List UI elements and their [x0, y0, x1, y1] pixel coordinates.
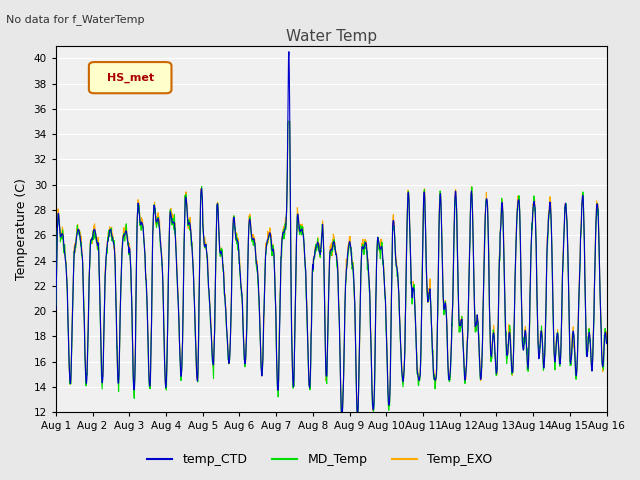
MD_Temp [236, 272, 244, 278]
FancyBboxPatch shape [89, 62, 172, 93]
MD_Temp [603, 341, 611, 347]
temp_CTD [236, 268, 244, 274]
temp_CTD [490, 330, 497, 336]
Temp_EXO [284, 119, 292, 124]
MD_Temp [284, 119, 292, 124]
Line: MD_Temp: MD_Temp [56, 121, 607, 412]
Temp_EXO [490, 328, 497, 334]
Text: HS_met: HS_met [107, 72, 154, 83]
Temp_EXO [603, 336, 611, 342]
MD_Temp [52, 303, 60, 309]
temp_CTD [161, 369, 169, 374]
Temp_EXO [337, 409, 345, 415]
Text: No data for f_WaterTemp: No data for f_WaterTemp [6, 14, 145, 25]
Temp_EXO [538, 329, 546, 335]
MD_Temp [538, 333, 546, 338]
temp_CTD [52, 307, 60, 312]
Y-axis label: Temperature (C): Temperature (C) [15, 178, 28, 280]
Title: Water Temp: Water Temp [285, 29, 377, 44]
Legend: temp_CTD, MD_Temp, Temp_EXO: temp_CTD, MD_Temp, Temp_EXO [142, 448, 498, 471]
Temp_EXO [161, 366, 169, 372]
temp_CTD [603, 341, 611, 347]
temp_CTD [175, 301, 182, 307]
MD_Temp [175, 298, 182, 304]
MD_Temp [490, 327, 497, 333]
temp_CTD [285, 49, 292, 55]
Line: temp_CTD: temp_CTD [56, 52, 607, 412]
Temp_EXO [52, 302, 60, 308]
temp_CTD [417, 325, 425, 331]
Temp_EXO [175, 296, 182, 301]
MD_Temp [417, 326, 425, 332]
MD_Temp [161, 369, 169, 374]
temp_CTD [338, 409, 346, 415]
Line: Temp_EXO: Temp_EXO [56, 121, 607, 412]
MD_Temp [337, 409, 345, 415]
temp_CTD [538, 332, 546, 338]
Temp_EXO [236, 263, 244, 269]
Temp_EXO [417, 326, 425, 332]
